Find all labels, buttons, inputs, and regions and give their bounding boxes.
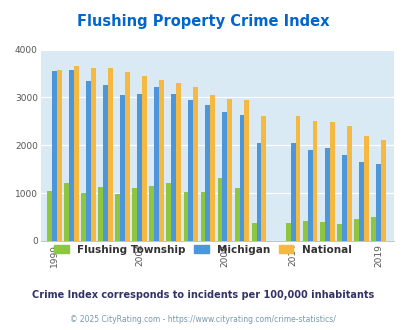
- Bar: [358, 162, 363, 241]
- Bar: [346, 126, 351, 241]
- Bar: [154, 87, 159, 241]
- Bar: [115, 194, 120, 241]
- Bar: [81, 193, 86, 241]
- Bar: [142, 76, 147, 241]
- Bar: [210, 95, 215, 241]
- Bar: [52, 71, 57, 241]
- Bar: [341, 155, 346, 241]
- Bar: [69, 70, 74, 241]
- Bar: [256, 143, 261, 241]
- Bar: [329, 122, 334, 241]
- Bar: [285, 223, 290, 241]
- Text: © 2025 CityRating.com - https://www.cityrating.com/crime-statistics/: © 2025 CityRating.com - https://www.city…: [70, 315, 335, 324]
- Bar: [380, 140, 385, 241]
- Bar: [159, 80, 164, 241]
- Bar: [244, 100, 249, 241]
- Bar: [307, 150, 312, 241]
- Bar: [166, 182, 171, 241]
- Bar: [193, 87, 198, 241]
- Bar: [205, 105, 210, 241]
- Legend: Flushing Township, Michigan, National: Flushing Township, Michigan, National: [50, 241, 355, 259]
- Bar: [217, 178, 222, 241]
- Bar: [312, 121, 317, 241]
- Bar: [98, 187, 103, 241]
- Bar: [251, 223, 256, 241]
- Bar: [132, 188, 137, 241]
- Bar: [171, 94, 176, 241]
- Bar: [302, 221, 307, 241]
- Bar: [149, 186, 154, 241]
- Bar: [176, 83, 181, 241]
- Bar: [188, 100, 193, 241]
- Bar: [183, 192, 188, 241]
- Bar: [200, 192, 205, 241]
- Bar: [353, 219, 358, 241]
- Bar: [290, 143, 295, 241]
- Bar: [64, 183, 69, 241]
- Bar: [239, 115, 244, 241]
- Bar: [363, 136, 368, 241]
- Bar: [108, 68, 113, 241]
- Bar: [234, 188, 239, 241]
- Bar: [91, 68, 96, 241]
- Bar: [86, 81, 91, 241]
- Bar: [261, 115, 266, 241]
- Text: Flushing Property Crime Index: Flushing Property Crime Index: [77, 14, 328, 29]
- Bar: [57, 70, 61, 241]
- Bar: [336, 224, 341, 241]
- Bar: [47, 191, 52, 241]
- Bar: [324, 148, 329, 241]
- Bar: [319, 222, 324, 241]
- Bar: [295, 116, 300, 241]
- Bar: [227, 99, 232, 241]
- Bar: [222, 112, 227, 241]
- Text: Crime Index corresponds to incidents per 100,000 inhabitants: Crime Index corresponds to incidents per…: [32, 290, 373, 300]
- Bar: [370, 217, 375, 241]
- Bar: [74, 66, 79, 241]
- Bar: [137, 94, 142, 241]
- Bar: [125, 72, 130, 241]
- Bar: [120, 95, 125, 241]
- Bar: [103, 85, 108, 241]
- Bar: [375, 164, 380, 241]
